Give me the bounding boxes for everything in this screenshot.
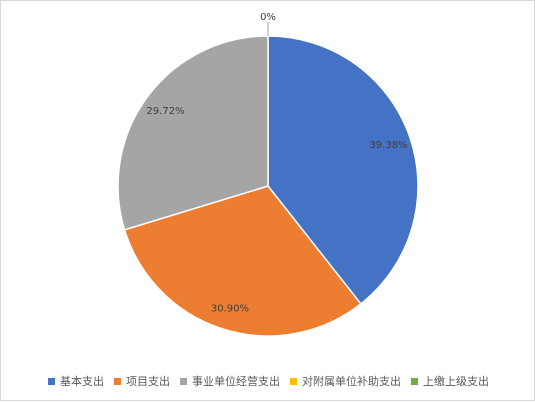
chart-legend: 基本支出 项目支出 事业单位经营支出 对附属单位补助支出 上缴上级支出 (1, 373, 535, 389)
data-label-2: 30.90% (211, 304, 249, 315)
data-label-4: 0% (260, 12, 276, 23)
data-label-3: 29.72% (146, 106, 184, 117)
legend-swatch (411, 377, 418, 385)
data-label-1: 39.38% (369, 140, 407, 151)
legend-swatch (290, 377, 297, 385)
legend-label: 基本支出 (60, 375, 104, 388)
pie-slice-2 (123, 185, 362, 337)
legend-item-2: 项目支出 (114, 373, 170, 389)
legend-label: 事业单位经营支出 (192, 375, 280, 388)
legend-swatch (48, 377, 55, 385)
pie-slice-3 (117, 35, 269, 231)
pie-slice-1 (267, 35, 419, 305)
legend-label: 上缴上级支出 (423, 375, 489, 388)
legend-item-3: 事业单位经营支出 (180, 373, 280, 389)
legend-item-5: 上缴上级支出 (411, 373, 489, 389)
legend-swatch (114, 377, 121, 385)
legend-label: 对附属单位补助支出 (302, 375, 401, 388)
legend-item-1: 基本支出 (48, 373, 104, 389)
legend-label: 项目支出 (126, 375, 170, 388)
legend-item-4: 对附属单位补助支出 (290, 373, 401, 389)
legend-swatch (180, 377, 187, 385)
